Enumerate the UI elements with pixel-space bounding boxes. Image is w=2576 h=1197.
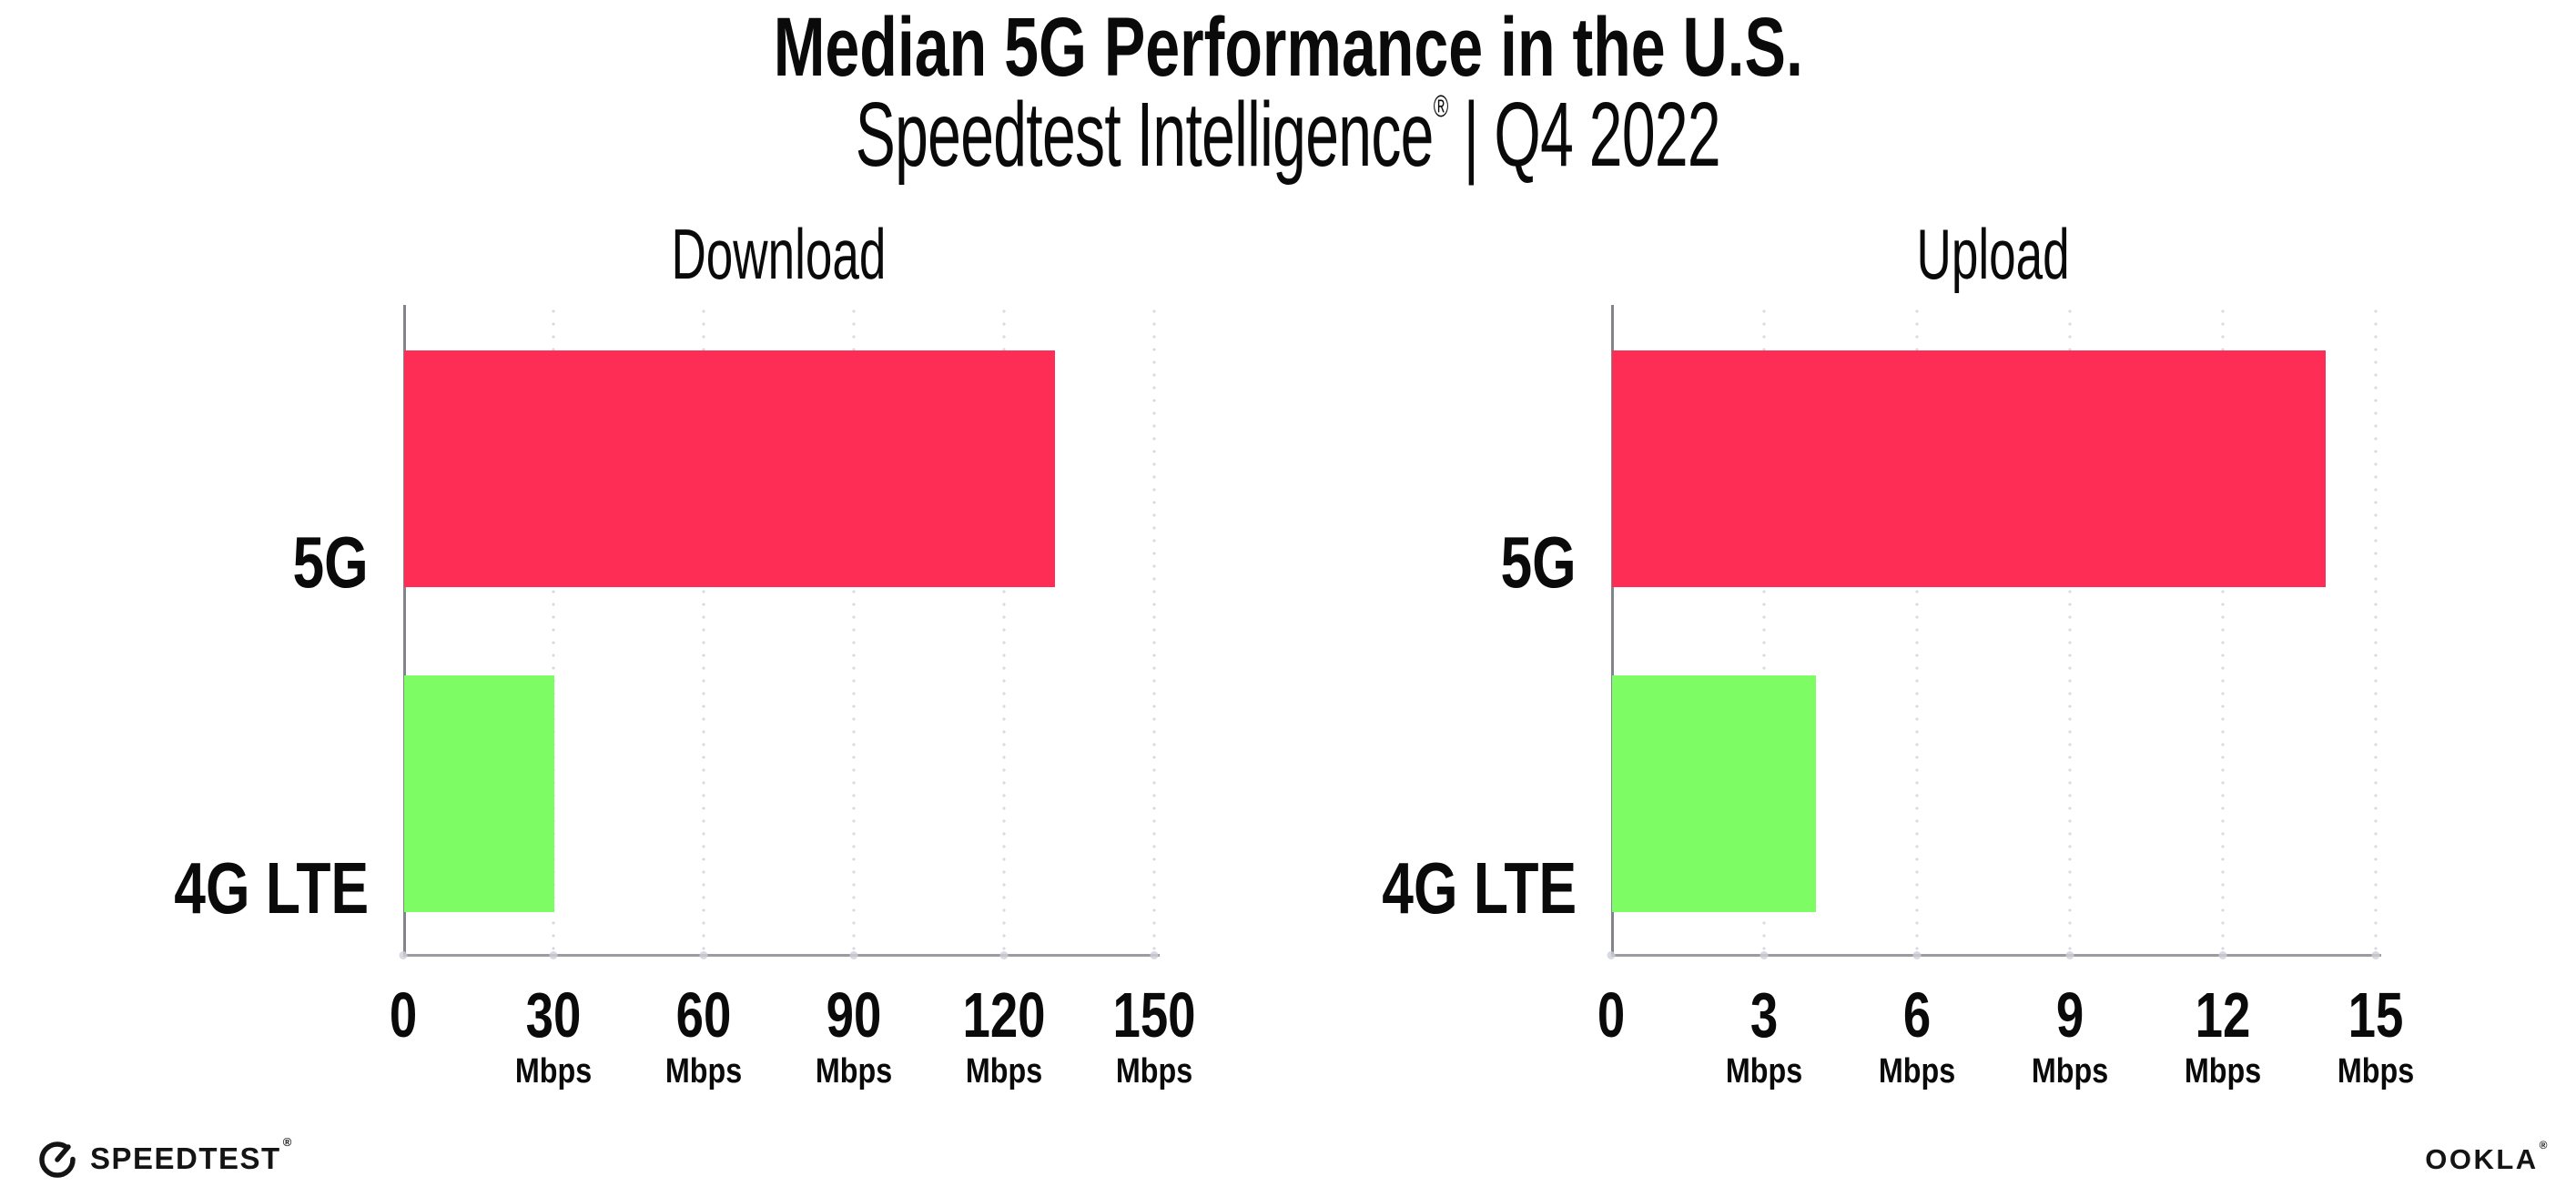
axis-tick-dot <box>1607 951 1616 959</box>
axis-tick-dot <box>999 951 1009 959</box>
row-label-5g: 5G <box>1500 522 1577 603</box>
gridline <box>1915 305 1919 956</box>
plot-area-upload <box>1607 305 2381 959</box>
axis-tick-dot <box>2065 951 2074 959</box>
subtitle-period: Q4 2022 <box>1494 84 1721 186</box>
plot-area-download <box>399 305 1160 959</box>
tick-label: 9 Mbps <box>2031 979 2109 1090</box>
x-axis-ticks-upload: 0 3 Mbps 6 Mbps 9 Mbps 12 Mbps 15 Mbps <box>1597 979 2414 1183</box>
page-subtitle-text: Speedtest Intelligence® | Q4 2022 <box>856 89 1721 180</box>
tick-label: 0 <box>1597 979 1626 1050</box>
gridline <box>852 305 856 956</box>
tick-label: 3 Mbps <box>1725 979 1803 1090</box>
y-axis-line <box>403 305 406 956</box>
page-subtitle: Speedtest Intelligence® | Q4 2022 <box>0 89 2576 180</box>
gridline <box>2068 305 2072 956</box>
x-axis-ticks-download: 0 30 Mbps 60 Mbps 90 Mbps 120 Mbps 150 Mbps <box>390 979 1196 1183</box>
row-label-4g-lte: 4G LTE <box>174 847 369 928</box>
x-axis-line <box>403 954 1160 957</box>
tick-unit: Mbps <box>2337 1052 2415 1090</box>
tick-unit: Mbps <box>1115 1052 1193 1090</box>
chart-upload: Upload 5G 4G LTE 0 3 Mbps 6 Mbps 9 Mbps 12 <box>1288 209 2576 1197</box>
axis-tick-dot <box>1912 951 1922 959</box>
tick-unit: Mbps <box>965 1052 1043 1090</box>
subtitle-divider: | <box>1463 84 1479 186</box>
ookla-registered-mark: ® <box>2539 1139 2550 1151</box>
tick-label: 60 Mbps <box>664 979 743 1090</box>
tick-label: 150 Mbps <box>1101 983 1208 1089</box>
bar-5g-upload <box>1612 350 2326 587</box>
tick-label: 30 Mbps <box>514 979 593 1090</box>
speedtest-registered-mark: ® <box>282 1134 293 1149</box>
tick-unit: Mbps <box>815 1052 893 1090</box>
page-title-text: Median 5G Performance in the U.S. <box>773 1 1803 94</box>
y-axis-line <box>1611 305 1614 956</box>
tick-unit: Mbps <box>664 1052 743 1090</box>
speedtest-wordmark: SPEEDTEST ® <box>90 1134 293 1175</box>
gridline <box>702 305 705 956</box>
axis-tick-dot <box>849 951 858 959</box>
tick-label: 6 Mbps <box>1878 979 1956 1090</box>
speedtest-gauge-icon <box>39 1141 76 1178</box>
axis-tick-dot <box>2218 951 2227 959</box>
axis-tick-dot <box>399 951 408 959</box>
tick-unit: Mbps <box>2031 1052 2109 1090</box>
bar-4g-lte-download <box>404 675 554 912</box>
page-title: Median 5G Performance in the U.S. <box>0 5 2576 89</box>
tick-label: 120 Mbps <box>951 983 1058 1089</box>
ookla-wordmark: OOKLA <box>2425 1143 2539 1175</box>
gridline <box>2374 305 2378 956</box>
axis-tick-dot <box>699 951 708 959</box>
row-label-4g-lte: 4G LTE <box>1382 847 1577 928</box>
tick-unit: Mbps <box>2184 1052 2262 1090</box>
ookla-logo: OOKLA® <box>2425 1140 2549 1175</box>
bar-5g-download <box>404 350 1055 587</box>
gridline <box>1152 305 1156 956</box>
axis-tick-dot <box>549 951 558 959</box>
tick-unit: Mbps <box>1725 1052 1803 1090</box>
chart-download-title: Download <box>671 214 887 294</box>
gridline <box>552 305 555 956</box>
speedtest-logo: SPEEDTEST ® <box>36 1134 293 1179</box>
gridline <box>1762 305 1766 956</box>
gridline <box>2221 305 2225 956</box>
axis-tick-dot <box>2371 951 2380 959</box>
tick-unit: Mbps <box>514 1052 593 1090</box>
tick-label: 12 Mbps <box>2184 979 2262 1090</box>
chart-download: Download 5G 4G LTE 0 30 Mbps 60 Mbps 90 Mbp… <box>0 209 1288 1197</box>
gridline <box>1002 305 1006 956</box>
chart-upload-title: Upload <box>1916 214 2071 294</box>
registered-mark: ® <box>1433 89 1449 124</box>
tick-unit: Mbps <box>1878 1052 1956 1090</box>
tick-label: 90 Mbps <box>815 979 893 1090</box>
row-label-5g: 5G <box>292 522 369 603</box>
axis-tick-dot <box>1150 951 1159 959</box>
x-axis-line <box>1611 954 2381 957</box>
tick-label: 15 Mbps <box>2337 979 2415 1090</box>
subtitle-brand: Speedtest Intelligence <box>855 84 1435 186</box>
bar-4g-lte-upload <box>1612 675 1816 912</box>
tick-label: 0 <box>389 979 418 1050</box>
axis-tick-dot <box>1760 951 1769 959</box>
